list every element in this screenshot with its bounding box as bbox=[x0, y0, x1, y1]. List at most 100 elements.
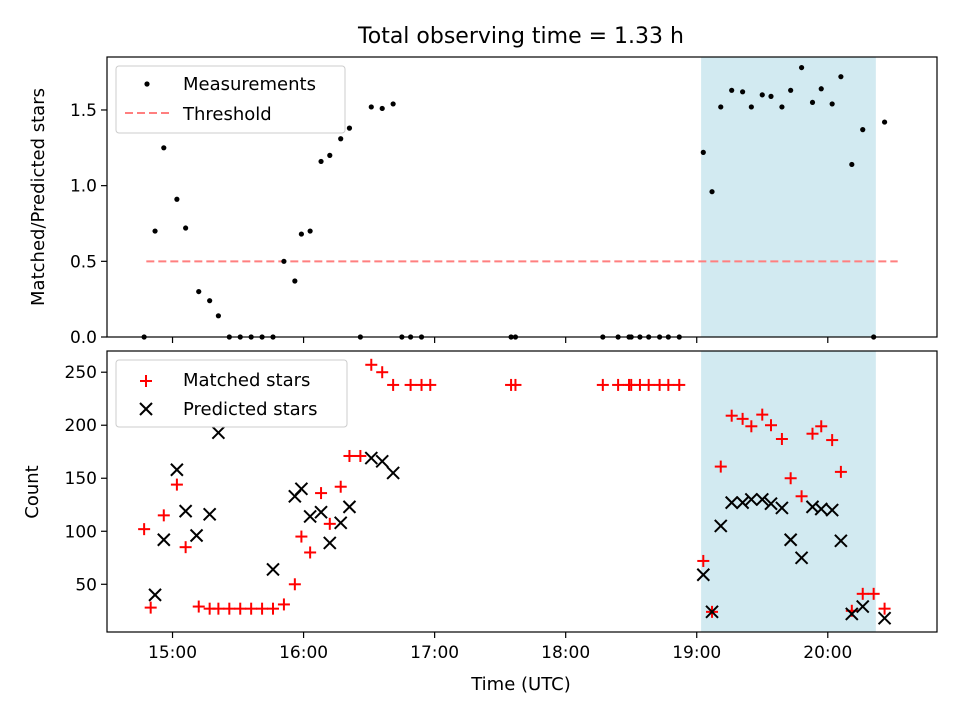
measurement-point bbox=[390, 101, 396, 107]
matched-star-point bbox=[856, 587, 869, 600]
matched-star-point bbox=[612, 378, 625, 391]
predicted-star-point-b bbox=[794, 551, 809, 565]
matched-star-point bbox=[775, 433, 788, 446]
predicted-star-point bbox=[794, 551, 809, 565]
matched-star-point bbox=[756, 408, 769, 421]
predicted-star-point bbox=[303, 509, 317, 524]
predicted-star-point bbox=[386, 466, 400, 480]
predicted-star-point-b bbox=[825, 503, 839, 517]
ratio-axes-frame bbox=[106, 56, 938, 338]
legend-predicted-label: Predicted stars bbox=[183, 399, 317, 420]
measurement-point bbox=[718, 104, 724, 110]
matched-star-point bbox=[376, 366, 389, 379]
predicted-star-point bbox=[856, 599, 870, 614]
matched-star-point bbox=[784, 472, 797, 485]
predicted-star-point-b bbox=[386, 466, 400, 480]
predicted-star-point-b bbox=[755, 492, 769, 507]
predicted-star-point bbox=[735, 495, 750, 510]
predicted-star-point bbox=[877, 611, 892, 625]
measurement-point bbox=[379, 105, 385, 112]
matched-star-point bbox=[295, 530, 308, 543]
measurement-point bbox=[759, 92, 765, 98]
matched-star-point bbox=[795, 490, 808, 503]
predicted-star-point-b bbox=[342, 500, 357, 514]
predicted-star-point bbox=[705, 605, 719, 619]
predicted-star-point bbox=[314, 505, 328, 519]
legend-matched-marker bbox=[140, 375, 152, 387]
predicted-star-point bbox=[783, 533, 798, 547]
measurement-point bbox=[292, 278, 298, 284]
matched-star-point bbox=[424, 378, 437, 391]
matched-star-point bbox=[596, 378, 609, 391]
matched-star-point bbox=[806, 427, 819, 440]
x-tick-label: 15:00 bbox=[148, 643, 197, 663]
matched-star-point bbox=[223, 602, 236, 615]
matched-star-point bbox=[170, 478, 183, 491]
legend-measurements-label: Measurements bbox=[183, 74, 316, 95]
predicted-star-point-b bbox=[877, 611, 892, 625]
ratio-shaded-interval bbox=[701, 57, 876, 337]
predicted-star-point-b bbox=[323, 536, 337, 550]
predicted-star-point bbox=[825, 503, 839, 517]
predicted-star-point bbox=[211, 425, 226, 440]
count-y-axis-label: Count bbox=[22, 465, 43, 518]
count-y-tick-label: 200 bbox=[65, 416, 97, 436]
x-tick-label: 20:00 bbox=[803, 643, 852, 663]
matched-star-point bbox=[867, 587, 880, 600]
predicted-star-point bbox=[724, 495, 739, 510]
predicted-star-point-b bbox=[775, 501, 789, 515]
ratio-legend-box bbox=[115, 65, 346, 134]
predicted-star-point bbox=[189, 528, 204, 543]
predicted-star-point-b bbox=[148, 588, 162, 602]
matched-star-point bbox=[745, 420, 758, 433]
x-tick-label: 18:00 bbox=[541, 643, 590, 663]
matched-star-point bbox=[157, 509, 170, 522]
predicted-star-point-b bbox=[834, 534, 848, 548]
matched-star-point bbox=[267, 602, 279, 615]
predicted-star-point bbox=[148, 588, 162, 602]
predicted-star-point bbox=[334, 516, 348, 530]
predicted-star-point-b bbox=[303, 509, 317, 524]
measurement-point bbox=[809, 99, 816, 106]
count-shaded-interval bbox=[701, 351, 876, 632]
matched-star-point bbox=[256, 602, 269, 615]
count-axes-frame bbox=[106, 350, 938, 633]
measurement-point bbox=[779, 104, 785, 110]
predicted-star-point-b bbox=[783, 533, 798, 547]
measurement-point bbox=[298, 231, 304, 237]
matched-star-point bbox=[179, 541, 192, 554]
predicted-star-point bbox=[202, 507, 217, 522]
predicted-star-point bbox=[834, 534, 848, 548]
measurement-point bbox=[196, 288, 202, 295]
count-y-tick-label: 250 bbox=[65, 363, 97, 383]
predicted-star-point bbox=[814, 502, 828, 516]
predicted-star-point bbox=[342, 500, 357, 514]
predicted-star-point-b bbox=[856, 599, 870, 614]
predicted-star-point-b bbox=[744, 492, 759, 507]
count-marks bbox=[138, 358, 892, 625]
legend-measurements-marker bbox=[144, 81, 150, 87]
predicted-star-point-b bbox=[334, 516, 348, 530]
measurement-point bbox=[709, 189, 715, 195]
measurement-point bbox=[829, 101, 835, 107]
predicted-star-point bbox=[157, 533, 171, 547]
matched-star-point bbox=[315, 487, 328, 500]
matched-star-point bbox=[245, 602, 258, 615]
predicted-star-point-b bbox=[189, 528, 204, 543]
matched-star-point bbox=[387, 378, 400, 391]
matched-star-point bbox=[212, 602, 225, 615]
matched-star-point bbox=[234, 602, 247, 615]
measurement-point bbox=[183, 225, 189, 231]
measurement-point bbox=[215, 313, 221, 319]
count-y-tick-label: 150 bbox=[65, 469, 97, 489]
measurement-point bbox=[152, 228, 158, 234]
predicted-star-point bbox=[266, 562, 280, 577]
measurement-point bbox=[700, 149, 706, 155]
matched-star-point bbox=[815, 420, 828, 433]
matched-star-point bbox=[192, 600, 205, 613]
matched-star-point bbox=[138, 523, 151, 536]
ratio-x-ticks bbox=[171, 337, 829, 343]
predicted-star-point-b bbox=[294, 482, 309, 496]
x-tick-label: 19:00 bbox=[672, 643, 721, 663]
